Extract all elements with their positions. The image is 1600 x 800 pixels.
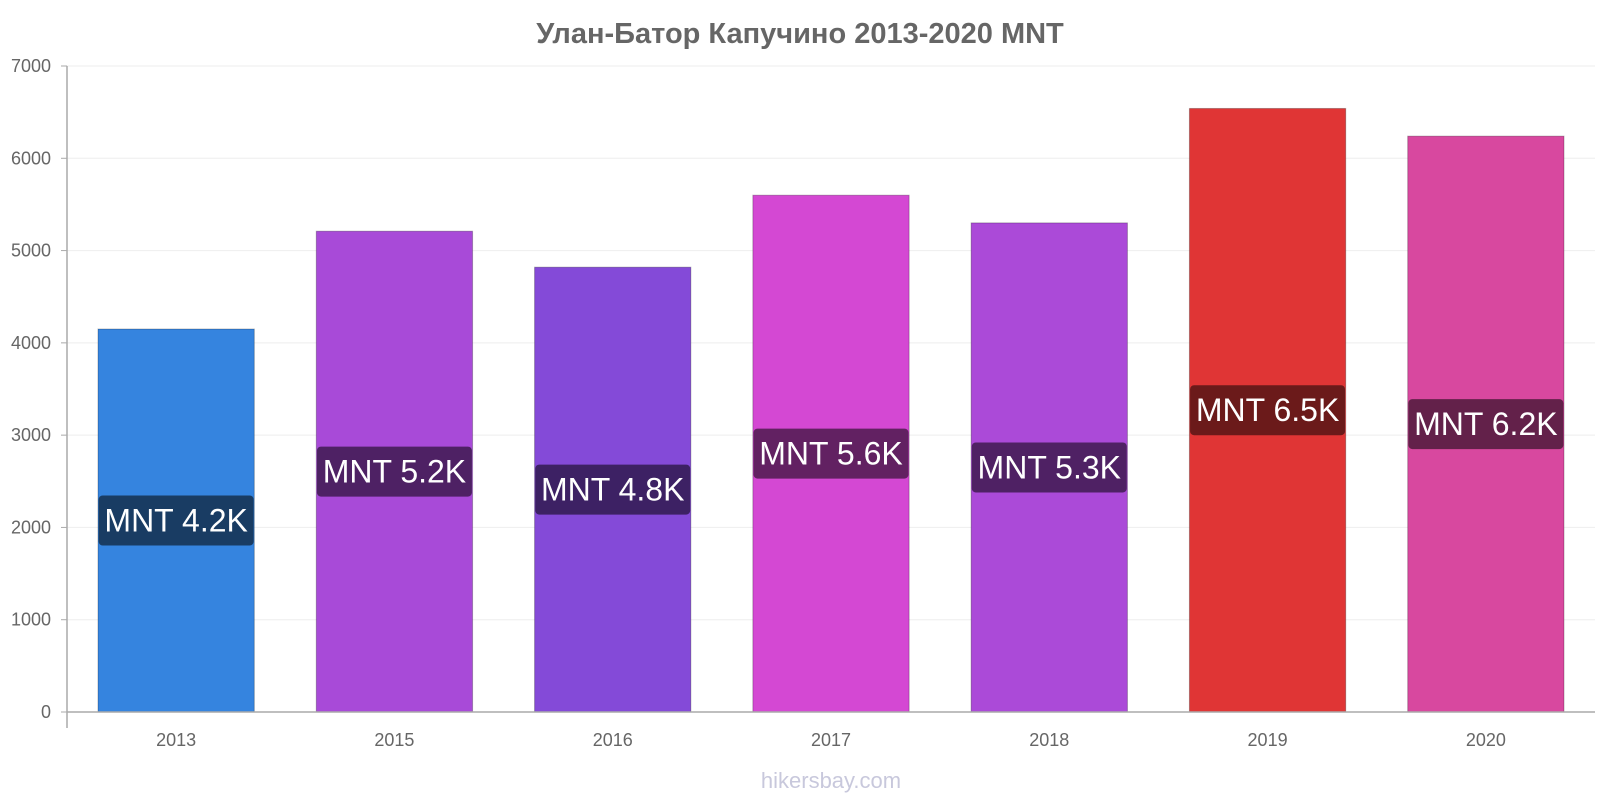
value-label-box (753, 428, 909, 479)
watermark: hikersbay.com (761, 768, 901, 793)
value-label: MNT 6.2K (1414, 406, 1557, 442)
y-tick-label: 4000 (11, 333, 51, 353)
y-tick-label: 1000 (11, 610, 51, 630)
value-label: MNT 5.3K (978, 449, 1121, 485)
value-label: MNT 6.5K (1196, 392, 1339, 428)
chart-title: Улан-Батор Капучино 2013-2020 MNT (536, 18, 1064, 50)
value-label: MNT 4.2K (104, 503, 247, 539)
axes (66, 66, 1595, 728)
x-axis-ticks: 2013 2015 2016 2017 2018 2019 2020 (156, 730, 1506, 750)
value-label-box (1408, 399, 1564, 450)
value-label: MNT 4.8K (541, 472, 684, 508)
x-tick-label: 2016 (593, 730, 633, 750)
value-label-box (98, 495, 254, 546)
x-tick-label: 2013 (156, 730, 196, 750)
value-label-box (971, 442, 1127, 493)
value-label-box (316, 446, 472, 497)
y-tick-label: 6000 (11, 148, 51, 168)
value-label-box (1190, 385, 1346, 436)
y-tick-label: 3000 (11, 425, 51, 445)
x-tick-label: 2017 (811, 730, 851, 750)
y-axis-ticks: 0 1000 2000 3000 4000 5000 6000 7000 (11, 56, 67, 722)
value-label: MNT 5.6K (759, 436, 902, 472)
value-label: MNT 5.2K (323, 454, 466, 490)
y-tick-label: 2000 (11, 517, 51, 537)
x-tick-label: 2015 (374, 730, 414, 750)
x-tick-label: 2020 (1466, 730, 1506, 750)
value-labels: MNT 4.2K MNT 5.2K MNT 4.8K MNT 5.6K MNT 5.3K… (98, 385, 1564, 546)
y-tick-label: 7000 (11, 56, 51, 76)
y-tick-label: 0 (41, 702, 51, 722)
x-tick-label: 2018 (1029, 730, 1069, 750)
x-tick-label: 2019 (1248, 730, 1288, 750)
y-tick-label: 5000 (11, 241, 51, 261)
value-label-box (535, 464, 691, 515)
